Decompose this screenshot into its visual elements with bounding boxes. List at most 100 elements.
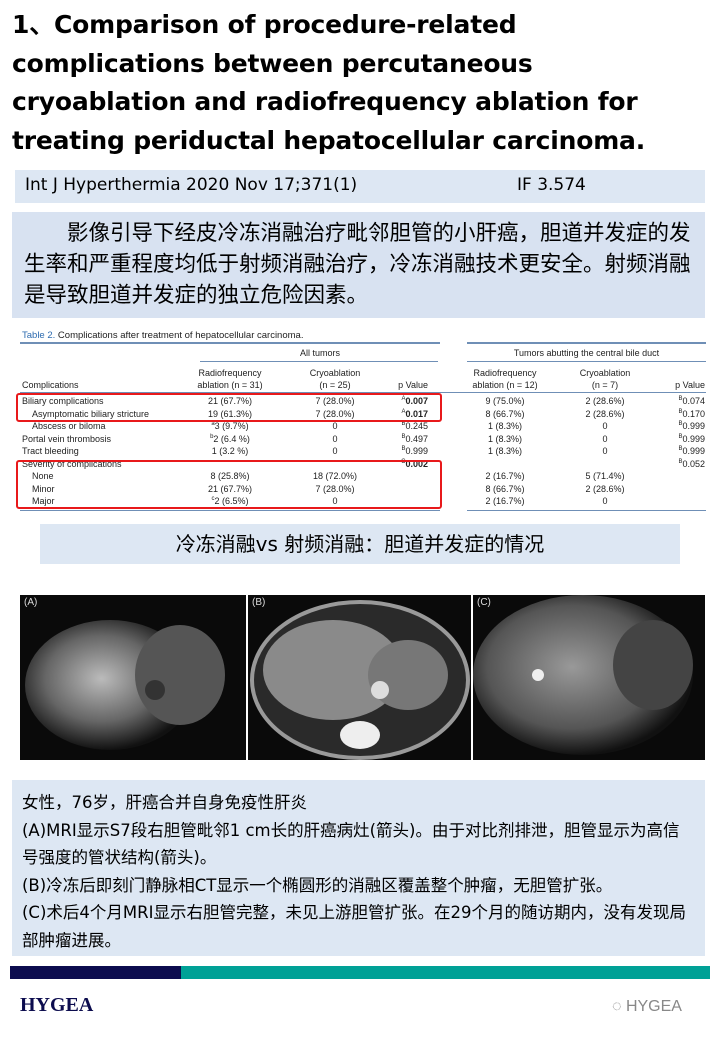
row-label-text: Severity of complications: [22, 458, 122, 469]
row-label-text: Abscess or biloma: [32, 421, 106, 431]
footnote-mark: B: [678, 433, 683, 440]
footer-bar-teal: [181, 966, 710, 979]
footnote-mark: B: [678, 458, 683, 465]
cryo-value-text: 0: [602, 421, 608, 431]
cryo-value-text: 18 (72.0%): [312, 471, 358, 481]
rfa-value: 8 (25.8%): [170, 471, 290, 481]
wechat-icon: ◌: [612, 998, 626, 1015]
row-label: Severity of complications: [22, 459, 122, 469]
rfa-value: 19 (61.3%): [170, 409, 290, 419]
liver-scan-b: [250, 600, 470, 760]
table-row: Major c2 (6.5%) 0 2 (16.7%) 0: [20, 496, 706, 508]
image-label: (B): [252, 597, 266, 608]
liver-scan-a: [25, 620, 225, 750]
highlight-box-biliary: [16, 393, 442, 422]
footnote-mark: B: [678, 408, 683, 415]
rfa-value: 1 (8.3%): [445, 434, 565, 444]
rfa-value-text: 1 (8.3%): [487, 421, 522, 431]
rfa-value-text: 21 (67.7%): [207, 396, 253, 406]
rfa-value: 9 (75.0%): [445, 396, 565, 406]
cryo-value: 0: [545, 446, 665, 456]
header-rfa-n: ablation (n = 12): [472, 380, 538, 390]
p-value-text: 0.170: [682, 408, 705, 419]
row-label: Biliary complications: [22, 396, 104, 406]
highlight-box-severity: [16, 460, 442, 509]
group-all-tumors: All tumors: [299, 348, 340, 358]
header-rfa: Radiofrequency: [198, 368, 262, 378]
rfa-value: 8 (66.7%): [445, 409, 565, 419]
case-line: 女性，76岁，肝癌合并自身免疫性肝炎: [22, 793, 307, 812]
p-value-text: 0.245: [405, 421, 428, 431]
footnote-mark: B: [678, 421, 683, 427]
complications-table: Table 2. Complications after treatment o…: [16, 328, 706, 518]
header-rfa: Radiofrequency: [473, 368, 537, 378]
rfa-value-text: 8 (66.7%): [485, 483, 525, 494]
p-value-text: 0.017: [405, 408, 428, 419]
footer-bar-navy: [10, 966, 181, 979]
rfa-value: 2 (16.7%): [445, 496, 565, 506]
footnote-mark: B: [401, 446, 406, 452]
footnote-mark: A: [401, 396, 406, 402]
cryo-value: 0: [545, 496, 665, 506]
rfa-value-text: 9 (75.0%): [485, 396, 525, 406]
table-caption: Table 2. Complications after treatment o…: [22, 330, 303, 341]
journal-citation: Int J Hyperthermia 2020 Nov 17;371(1): [25, 175, 358, 195]
header-complications: Complications: [22, 380, 79, 390]
journal-citation-box: Int J Hyperthermia 2020 Nov 17;371(1) IF…: [15, 170, 705, 203]
cryo-value-text: 2 (28.6%): [585, 396, 625, 406]
table-row: Portal vein thrombosis b2 (6.4 %) 0 B0.497 1…: [20, 434, 706, 446]
rfa-value-text: 8 (25.8%): [210, 471, 250, 481]
cryo-value-text: 2 (28.6%): [585, 483, 625, 494]
rfa-value: 8 (66.7%): [445, 484, 565, 494]
cryo-value-text: 0: [332, 496, 338, 506]
cryo-value-text: 5 (71.4%): [585, 471, 625, 481]
divider: [467, 361, 706, 362]
cryo-value-text: 7 (28.0%): [315, 483, 355, 494]
table-row: Biliary complications 21 (67.7%) 7 (28.0%)…: [20, 396, 706, 408]
header-cryo: Cryoablation: [579, 368, 631, 378]
p-value: B0.074: [645, 396, 705, 406]
cryo-value: 0: [275, 496, 395, 506]
p-value: B0.052: [645, 459, 705, 469]
rfa-value: 2 (16.7%): [445, 471, 565, 481]
rfa-value: a3 (9.7%): [170, 421, 290, 431]
p-value: B0.999: [645, 434, 705, 444]
cryo-value: 0: [545, 434, 665, 444]
rfa-value: 21 (67.7%): [170, 484, 290, 494]
p-value: B0.999: [645, 421, 705, 431]
p-value: B0.245: [368, 421, 428, 431]
footnote-mark: B: [401, 433, 406, 440]
cryo-value: 7 (28.0%): [275, 484, 395, 494]
p-value: A0.007: [368, 396, 428, 406]
impact-factor: IF 3.574: [517, 175, 586, 195]
row-label-text: None: [32, 471, 54, 481]
table-row: Asymptomatic biliary stricture 19 (61.3%)…: [20, 409, 706, 421]
cryo-value: 2 (28.6%): [545, 409, 665, 419]
hygea-logo: HYGEA: [20, 994, 94, 1016]
cryo-value-text: 0: [332, 433, 338, 444]
rfa-value: 1 (3.2 %): [170, 446, 290, 456]
footnote-mark: B: [678, 396, 683, 402]
row-label-text: Tract bleeding: [22, 446, 79, 456]
row-label: None: [32, 471, 54, 481]
row-label: Major: [32, 496, 55, 506]
mri-image-c: (C): [473, 595, 705, 760]
header-cryo-n: (n = 7): [591, 380, 619, 390]
cryo-value: 2 (28.6%): [545, 396, 665, 406]
p-value: A0.017: [368, 409, 428, 419]
row-label-text: Major: [32, 496, 55, 506]
rfa-value-text: 2 (16.7%): [485, 471, 525, 481]
rfa-value-text: 1 (3.2 %): [211, 446, 249, 456]
rfa-value: 21 (67.7%): [170, 396, 290, 406]
rfa-value-text: 2 (6.4 %): [213, 433, 250, 444]
rfa-value: b2 (6.4 %): [170, 434, 290, 444]
footnote-mark: A: [401, 408, 406, 415]
table-row: Tract bleeding 1 (3.2 %) 0 B0.999 1 (8.3%) 0 B…: [20, 446, 706, 458]
image-label: (C): [477, 597, 491, 608]
cryo-value: 2 (28.6%): [545, 484, 665, 494]
mri-image-a: (A): [20, 595, 246, 760]
divider: [20, 510, 440, 511]
watermark: ◌ HYGEA: [612, 998, 682, 1016]
image-label: (A): [24, 597, 38, 608]
table-row: Abscess or biloma a3 (9.7%) 0 B0.245 1 (8.3%…: [20, 421, 706, 433]
